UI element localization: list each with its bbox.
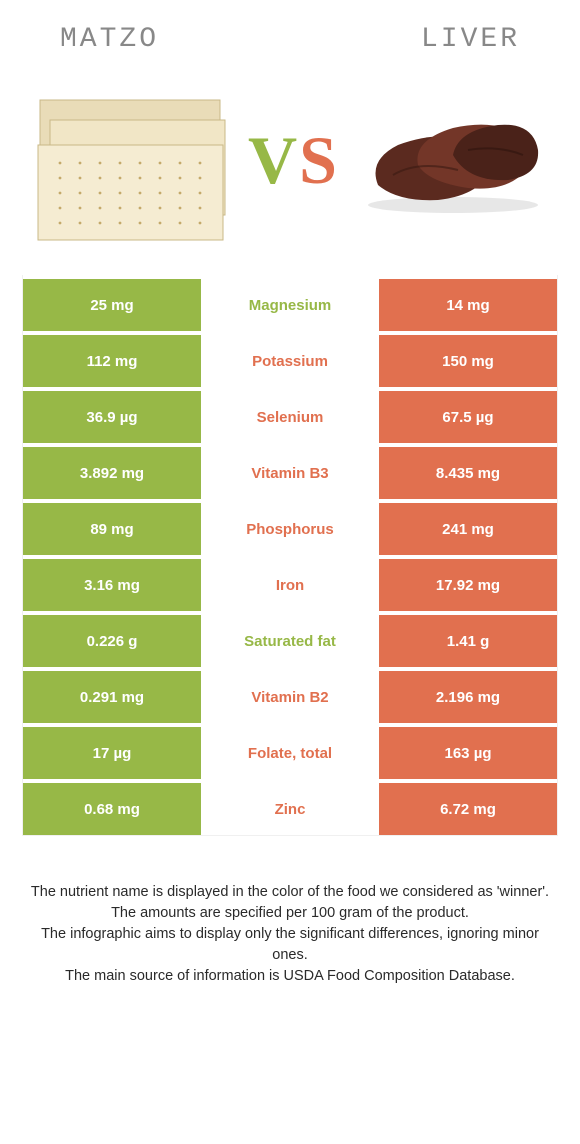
nutrient-name: Potassium: [201, 331, 379, 387]
left-value: 3.16 mg: [23, 555, 201, 611]
nutrient-name: Vitamin B2: [201, 667, 379, 723]
nutrient-row: 3.16 mgIron17.92 mg: [23, 555, 557, 611]
footnote-line: The infographic aims to display only the…: [30, 924, 550, 966]
left-value: 89 mg: [23, 499, 201, 555]
food-left-title: Matzo: [60, 24, 159, 55]
nutrient-row: 0.68 mgZinc6.72 mg: [23, 779, 557, 835]
nutrient-name: Saturated fat: [201, 611, 379, 667]
right-value: 241 mg: [379, 499, 557, 555]
nutrient-name: Zinc: [201, 779, 379, 835]
nutrient-row: 25 mgMagnesium14 mg: [23, 275, 557, 331]
matzo-image: [30, 75, 230, 245]
footnote-line: The nutrient name is displayed in the co…: [30, 882, 550, 903]
vs-label: VS: [248, 121, 339, 200]
left-value: 17 µg: [23, 723, 201, 779]
footnotes: The nutrient name is displayed in the co…: [0, 836, 580, 987]
footnote-line: The amounts are specified per 100 gram o…: [30, 903, 550, 924]
nutrient-name: Phosphorus: [201, 499, 379, 555]
right-value: 163 µg: [379, 723, 557, 779]
left-value: 25 mg: [23, 275, 201, 331]
footnote-line: The main source of information is USDA F…: [30, 966, 550, 987]
nutrient-row: 0.291 mgVitamin B22.196 mg: [23, 667, 557, 723]
nutrient-name: Folate, total: [201, 723, 379, 779]
liver-image: [357, 75, 550, 245]
header: Matzo Liver: [0, 0, 580, 65]
left-value: 0.291 mg: [23, 667, 201, 723]
nutrient-name: Iron: [201, 555, 379, 611]
food-right-title: Liver: [421, 24, 520, 55]
nutrient-name: Vitamin B3: [201, 443, 379, 499]
right-value: 2.196 mg: [379, 667, 557, 723]
nutrient-row: 89 mgPhosphorus241 mg: [23, 499, 557, 555]
right-value: 6.72 mg: [379, 779, 557, 835]
left-value: 0.226 g: [23, 611, 201, 667]
right-value: 150 mg: [379, 331, 557, 387]
nutrient-name: Selenium: [201, 387, 379, 443]
right-value: 8.435 mg: [379, 443, 557, 499]
nutrient-row: 0.226 gSaturated fat1.41 g: [23, 611, 557, 667]
nutrient-row: 36.9 µgSelenium67.5 µg: [23, 387, 557, 443]
infographic-container: Matzo Liver VS: [0, 0, 580, 1144]
hero-row: VS: [0, 65, 580, 275]
nutrient-row: 112 mgPotassium150 mg: [23, 331, 557, 387]
nutrient-table: 25 mgMagnesium14 mg112 mgPotassium150 mg…: [22, 275, 558, 836]
right-value: 1.41 g: [379, 611, 557, 667]
nutrient-row: 3.892 mgVitamin B38.435 mg: [23, 443, 557, 499]
vs-letter-s: S: [299, 121, 339, 200]
vs-letter-v: V: [248, 121, 299, 200]
left-value: 0.68 mg: [23, 779, 201, 835]
left-value: 36.9 µg: [23, 387, 201, 443]
nutrient-row: 17 µgFolate, total163 µg: [23, 723, 557, 779]
nutrient-name: Magnesium: [201, 275, 379, 331]
right-value: 14 mg: [379, 275, 557, 331]
right-value: 67.5 µg: [379, 387, 557, 443]
right-value: 17.92 mg: [379, 555, 557, 611]
left-value: 3.892 mg: [23, 443, 201, 499]
left-value: 112 mg: [23, 331, 201, 387]
